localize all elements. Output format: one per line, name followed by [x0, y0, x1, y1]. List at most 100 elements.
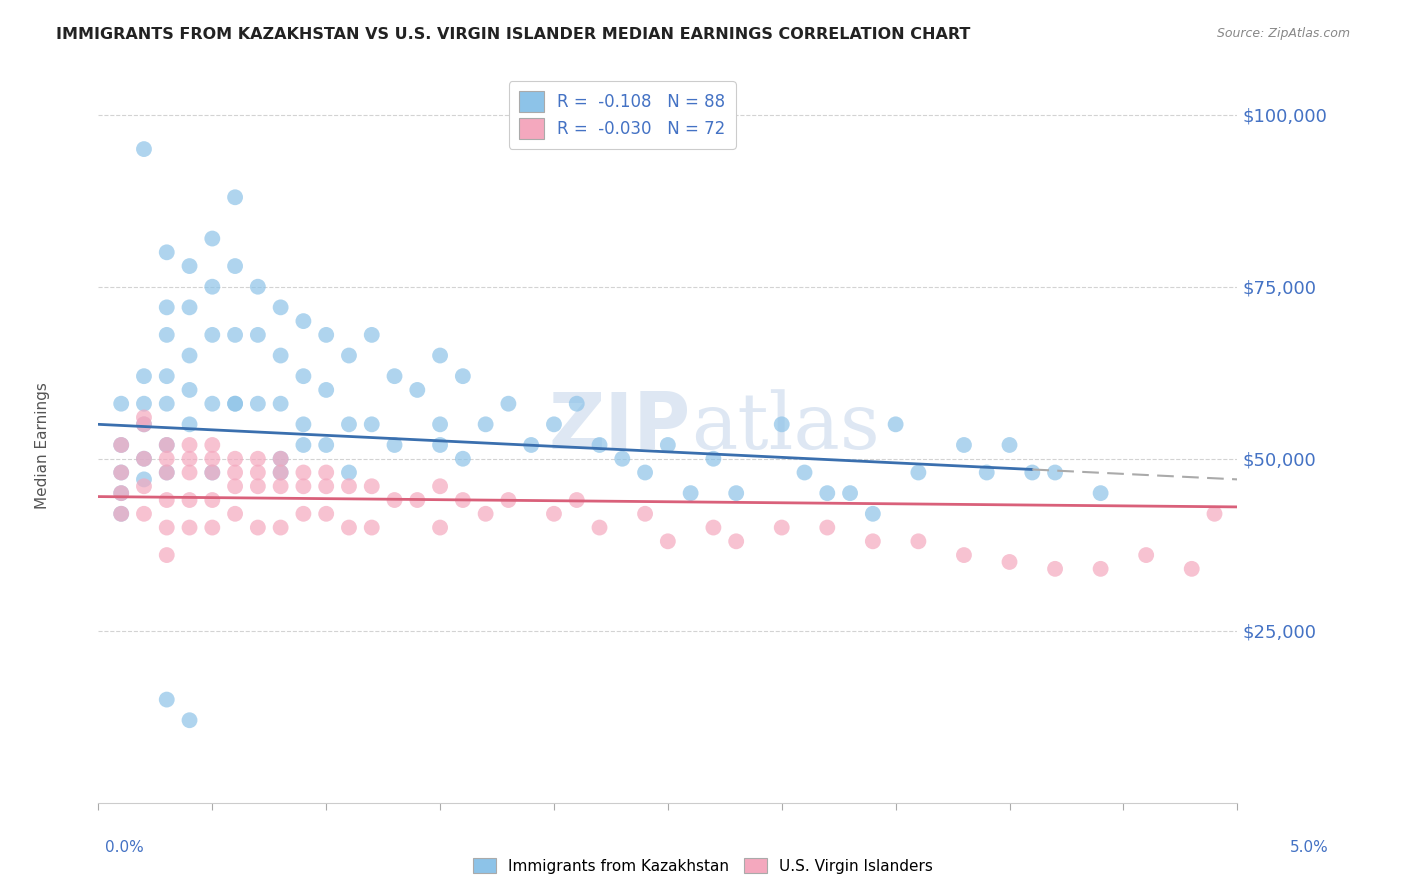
Point — [315, 479, 337, 493]
Point — [156, 438, 179, 452]
Point — [132, 451, 155, 466]
Point — [725, 486, 748, 500]
Point — [907, 466, 929, 480]
Point — [429, 438, 451, 452]
Point — [474, 417, 496, 432]
Point — [246, 279, 269, 293]
Point — [292, 438, 315, 452]
Point — [179, 417, 201, 432]
Point — [179, 451, 201, 466]
Point — [224, 397, 246, 411]
Point — [156, 438, 179, 452]
Point — [179, 466, 201, 480]
Point — [770, 417, 793, 432]
Point — [179, 713, 201, 727]
Point — [315, 507, 337, 521]
Point — [839, 486, 862, 500]
Point — [270, 479, 292, 493]
Point — [384, 369, 406, 384]
Point — [337, 479, 360, 493]
Point — [702, 520, 724, 534]
Point — [246, 451, 269, 466]
Point — [862, 534, 884, 549]
Text: atlas: atlas — [690, 389, 879, 465]
Point — [725, 534, 748, 549]
Point — [1043, 562, 1066, 576]
Point — [588, 520, 610, 534]
Point — [543, 507, 565, 521]
Point — [634, 507, 657, 521]
Text: IMMIGRANTS FROM KAZAKHSTAN VS U.S. VIRGIN ISLANDER MEDIAN EARNINGS CORRELATION C: IMMIGRANTS FROM KAZAKHSTAN VS U.S. VIRGI… — [56, 27, 970, 42]
Point — [337, 466, 360, 480]
Text: 5.0%: 5.0% — [1289, 840, 1329, 855]
Point — [634, 466, 657, 480]
Point — [360, 327, 382, 342]
Point — [315, 383, 337, 397]
Point — [132, 479, 155, 493]
Text: Source: ZipAtlas.com: Source: ZipAtlas.com — [1216, 27, 1350, 40]
Point — [315, 466, 337, 480]
Point — [612, 451, 634, 466]
Point — [292, 479, 315, 493]
Point — [156, 548, 179, 562]
Point — [156, 493, 179, 508]
Point — [976, 466, 998, 480]
Point — [224, 327, 246, 342]
Point — [679, 486, 702, 500]
Point — [292, 369, 315, 384]
Point — [270, 466, 292, 480]
Point — [179, 301, 201, 315]
Point — [224, 259, 246, 273]
Point — [224, 466, 246, 480]
Point — [702, 451, 724, 466]
Point — [384, 493, 406, 508]
Point — [815, 520, 838, 534]
Point — [360, 479, 382, 493]
Point — [201, 279, 224, 293]
Point — [543, 417, 565, 432]
Point — [132, 451, 155, 466]
Point — [246, 327, 269, 342]
Point — [270, 451, 292, 466]
Point — [201, 438, 224, 452]
Point — [292, 466, 315, 480]
Point — [110, 507, 132, 521]
Point — [179, 520, 201, 534]
Point — [953, 438, 976, 452]
Point — [1090, 486, 1112, 500]
Point — [953, 548, 976, 562]
Point — [429, 479, 451, 493]
Point — [201, 466, 224, 480]
Point — [110, 486, 132, 500]
Point — [292, 314, 315, 328]
Point — [998, 555, 1021, 569]
Point — [520, 438, 543, 452]
Point — [565, 493, 588, 508]
Point — [132, 410, 155, 425]
Point — [246, 520, 269, 534]
Point — [1043, 466, 1066, 480]
Point — [270, 301, 292, 315]
Point — [406, 493, 429, 508]
Point — [224, 479, 246, 493]
Point — [588, 438, 610, 452]
Point — [1181, 562, 1204, 576]
Point — [110, 438, 132, 452]
Point — [110, 486, 132, 500]
Point — [384, 438, 406, 452]
Point — [110, 438, 132, 452]
Point — [1135, 548, 1157, 562]
Text: 0.0%: 0.0% — [105, 840, 145, 855]
Point — [201, 231, 224, 245]
Point — [337, 520, 360, 534]
Point — [224, 507, 246, 521]
Point — [793, 466, 815, 480]
Point — [156, 466, 179, 480]
Point — [270, 349, 292, 363]
Point — [224, 451, 246, 466]
Point — [246, 397, 269, 411]
Point — [156, 327, 179, 342]
Legend: R =  -0.108   N = 88, R =  -0.030   N = 72: R = -0.108 N = 88, R = -0.030 N = 72 — [509, 81, 735, 149]
Point — [224, 190, 246, 204]
Point — [360, 520, 382, 534]
